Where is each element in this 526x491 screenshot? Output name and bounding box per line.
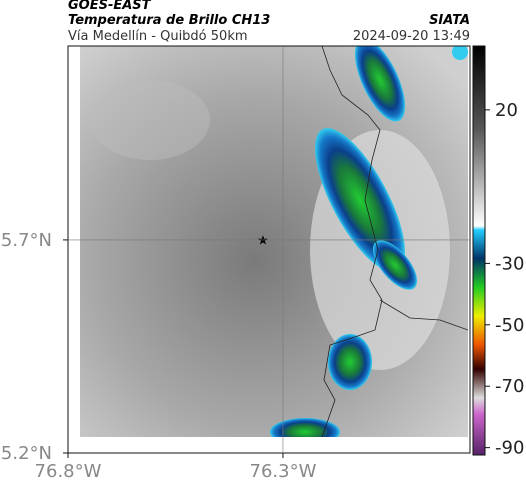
x-tick-label: 76.8°W (35, 461, 102, 482)
location-star: ★ (257, 234, 269, 249)
timestamp: 2024-09-20 13:49 (353, 29, 470, 44)
colorbar-tick-label: -90 (495, 438, 524, 459)
product: Temperatura de Brillo CH13 (68, 13, 270, 28)
colorbar-tick-label: 20 (495, 100, 518, 121)
colorbar-tick-label: -30 (495, 253, 524, 274)
x-tick-label: 76.3°W (250, 461, 317, 482)
organization: SIATA (429, 13, 470, 28)
source: GOES-EAST (68, 0, 152, 13)
colorbar (472, 45, 486, 456)
satellite-image (80, 46, 468, 437)
colorbar-tick-label: -70 (495, 376, 524, 397)
region: Vía Medellín - Quibdó 50km (68, 29, 248, 44)
y-tick-label: 5.2°N (1, 443, 52, 464)
colorbar-tick-label: -50 (495, 315, 524, 336)
map-frame (67, 45, 471, 454)
y-tick-label: 5.7°N (1, 230, 52, 251)
